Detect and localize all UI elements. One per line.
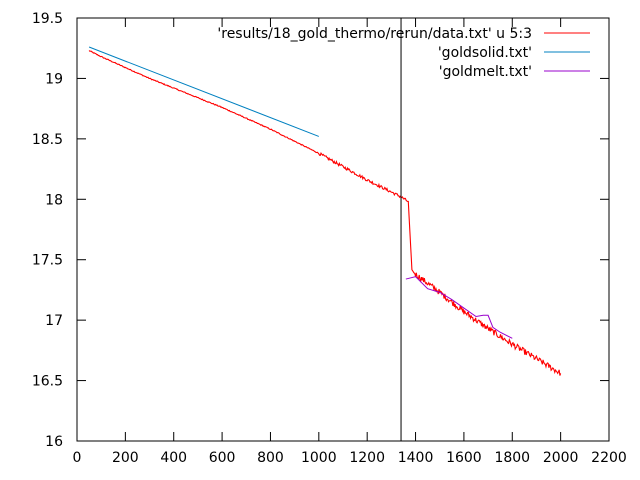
y-tick-label: 19.5 [32,11,63,27]
x-tick-label: 1000 [301,450,337,466]
x-tick-label: 600 [209,450,236,466]
y-tick-label: 16.5 [32,374,63,390]
x-tick-label: 0 [73,450,82,466]
y-tick-label: 19 [45,71,63,87]
y-tick-label: 17.5 [32,253,63,269]
y-tick-label: 18.5 [32,132,63,148]
x-tick-label: 2000 [543,450,579,466]
x-tick-label: 1600 [446,450,482,466]
x-tick-label: 1200 [349,450,385,466]
x-tick-label: 800 [257,450,284,466]
x-tick-label: 2200 [591,450,627,466]
x-tick-label: 1400 [398,450,434,466]
legend-label-2: 'goldsolid.txt' [438,45,532,61]
legend-label-1: 'results/18_gold_thermo/rerun/data.txt' … [217,26,532,42]
y-tick-label: 17 [45,313,63,329]
x-tick-label: 400 [160,450,187,466]
y-tick-label: 18 [45,192,63,208]
x-tick-label: 1800 [494,450,530,466]
legend-label-3: 'goldmelt.txt' [439,64,532,80]
y-tick-label: 16 [45,434,63,450]
x-tick-label: 200 [112,450,139,466]
